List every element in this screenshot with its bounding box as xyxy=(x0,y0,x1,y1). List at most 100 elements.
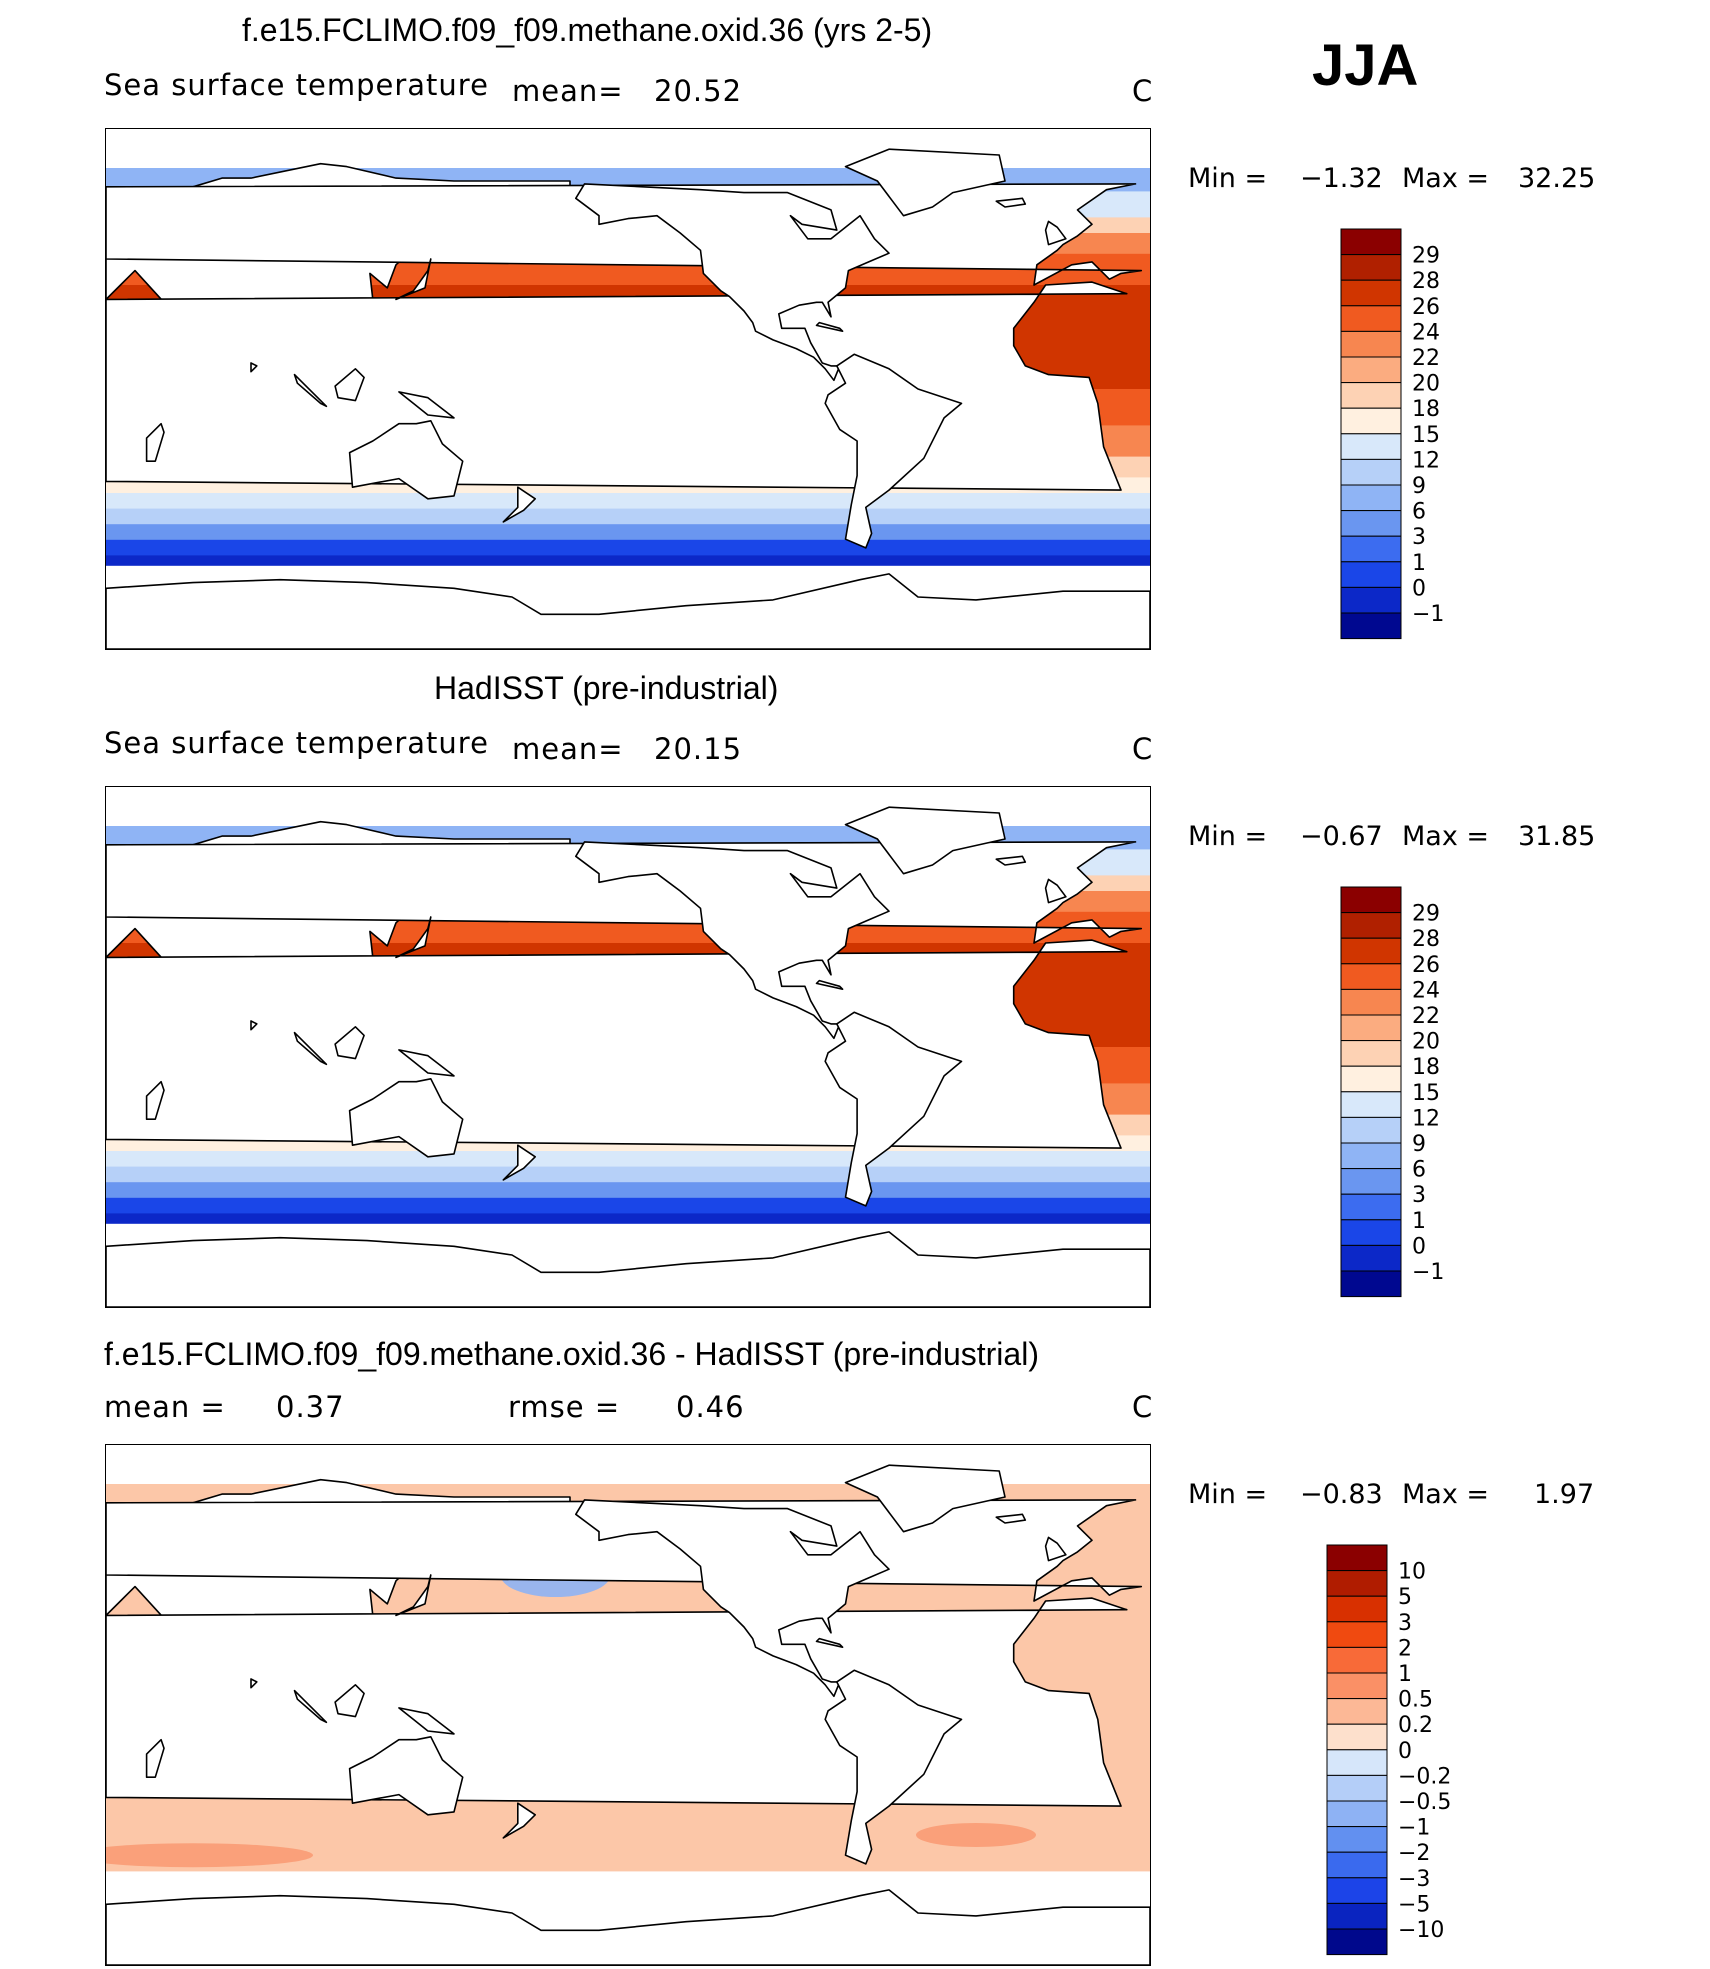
colorbar-swatch xyxy=(1326,1774,1388,1802)
panel1-colorbar: 29 28 26 24 22 20 18 15 12 9 6 3 1 0 −1 xyxy=(1340,228,1500,642)
panel2-min-value: −0.67 xyxy=(1300,821,1383,852)
land-japan xyxy=(395,916,432,959)
colorbar-tick-label: −0.5 xyxy=(1398,1790,1451,1815)
colorbar-swatch xyxy=(1340,937,1402,965)
panel3-title: f.e15.FCLIMO.f09_f09.methane.oxid.36 - H… xyxy=(104,1336,1039,1372)
land-europe_w xyxy=(106,183,1143,286)
colorbar-swatch xyxy=(1340,612,1402,640)
panel1-mean-value: 20.52 xyxy=(654,74,743,108)
colorbar-tick-label: 26 xyxy=(1412,295,1440,320)
colorbar-tick-label: −1 xyxy=(1412,1260,1444,1285)
land-japan xyxy=(395,258,432,301)
colorbar-swatch xyxy=(1326,1698,1388,1725)
colorbar-swatch xyxy=(1340,1193,1402,1221)
colorbar-tick-label: 0.2 xyxy=(1398,1713,1433,1738)
colorbar-swatch xyxy=(1326,1672,1388,1700)
colorbar-tick-label: −1 xyxy=(1412,602,1444,627)
land-namerica xyxy=(574,1499,890,1698)
colorbar-tick-label: 10 xyxy=(1398,1560,1426,1585)
colorbar-tick-label: 28 xyxy=(1412,927,1440,952)
colorbar-swatch xyxy=(1326,1723,1388,1751)
colorbar-swatch xyxy=(1340,228,1402,256)
colorbar-swatch xyxy=(1326,1851,1388,1879)
colorbar-swatch xyxy=(1326,1570,1388,1597)
land-madagascar xyxy=(145,1080,165,1121)
colorbar-tick-label: 12 xyxy=(1412,448,1440,473)
panel1-max-value: 32.25 xyxy=(1518,163,1596,194)
colorbar-swatch xyxy=(1326,1595,1388,1623)
colorbar-tick-label: 20 xyxy=(1412,372,1440,397)
colorbar-tick-label: −0.2 xyxy=(1398,1764,1451,1789)
panel1-title: f.e15.FCLIMO.f09_f09.methane.oxid.36 (yr… xyxy=(242,12,933,48)
panel1-min-value: −1.32 xyxy=(1300,163,1383,194)
colorbar-swatch xyxy=(1340,305,1402,332)
panel2-variable: Sea surface temperature xyxy=(104,726,489,760)
land-sumatra xyxy=(293,1031,328,1066)
colorbar-swatch xyxy=(1340,458,1402,486)
land-nz xyxy=(502,486,537,523)
colorbar-swatch xyxy=(1340,1040,1402,1067)
panel3-max-value: 1.97 xyxy=(1534,1479,1595,1510)
panel3-map xyxy=(105,1444,1151,1966)
colorbar-tick-label: 15 xyxy=(1412,1081,1440,1106)
land-australia xyxy=(348,419,464,500)
land-africa_w xyxy=(106,1597,1128,1807)
colorbar-swatch xyxy=(1340,586,1402,614)
colorbar-tick-label: 20 xyxy=(1412,1030,1440,1055)
colorbar-tick-label: 15 xyxy=(1412,423,1440,448)
land-greenland xyxy=(844,1464,1006,1533)
land-greenland xyxy=(844,806,1006,875)
colorbar-tick-label: −5 xyxy=(1398,1892,1430,1917)
land-europe_w xyxy=(106,841,1143,944)
panel2-max-value: 31.85 xyxy=(1518,821,1596,852)
colorbar-tick-label: −10 xyxy=(1398,1918,1444,1943)
colorbar-tick-label: 6 xyxy=(1412,1158,1426,1183)
land-cuba xyxy=(815,979,844,990)
colorbar-swatch xyxy=(1326,1928,1388,1956)
colorbar-swatch xyxy=(1340,407,1402,435)
land-japan xyxy=(395,1574,432,1617)
coastline-layer xyxy=(106,148,1150,649)
land-samerica xyxy=(824,353,963,549)
colorbar-swatch xyxy=(1340,912,1402,939)
land-antarctica xyxy=(106,1231,1150,1307)
colorbar-swatch xyxy=(1340,484,1402,512)
colorbar-swatch xyxy=(1340,382,1402,409)
colorbar-swatch xyxy=(1340,510,1402,537)
colorbar-tick-label: 24 xyxy=(1412,978,1440,1003)
colorbar-tick-label: −3 xyxy=(1398,1867,1430,1892)
colorbar-swatch xyxy=(1326,1800,1388,1828)
colorbar-tick-label: 1 xyxy=(1412,1209,1426,1234)
colorbar-tick-label: 18 xyxy=(1412,397,1440,422)
colorbar-swatch xyxy=(1340,1091,1402,1118)
colorbar-tick-label: 2 xyxy=(1398,1636,1412,1661)
panel3-mean-value: 0.37 xyxy=(276,1390,345,1424)
land-iceland xyxy=(995,1513,1027,1524)
colorbar-tick-label: 3 xyxy=(1398,1611,1412,1636)
colorbar-tick-label: 6 xyxy=(1412,500,1426,525)
colorbar-tick-label: −2 xyxy=(1398,1841,1430,1866)
panel3-min-label: Min = xyxy=(1188,1479,1268,1510)
colorbar-tick-label: 29 xyxy=(1412,244,1440,269)
colorbar-tick-label: 0.5 xyxy=(1398,1688,1433,1713)
colorbar-swatch xyxy=(1340,1270,1402,1298)
panel2-title: HadISST (pre-industrial) xyxy=(434,670,779,706)
colorbar-swatch xyxy=(1340,988,1402,1016)
land-iceland xyxy=(995,197,1027,208)
land-newguinea xyxy=(398,391,455,419)
land-uk xyxy=(1044,878,1067,904)
colorbar-swatch xyxy=(1340,535,1402,563)
colorbar-tick-label: 9 xyxy=(1412,474,1426,499)
colorbar-tick-label: 0 xyxy=(1412,576,1426,601)
land-africa_w xyxy=(106,939,1128,1149)
land-samerica xyxy=(824,1669,963,1865)
panel3-mean-label: mean = xyxy=(104,1390,226,1424)
panel2-mean-value: 20.15 xyxy=(654,732,743,766)
land-europe_w xyxy=(106,1499,1143,1602)
land-sumatra xyxy=(293,373,328,408)
colorbar-tick-label: 3 xyxy=(1412,525,1426,550)
colorbar-swatch xyxy=(1340,254,1402,281)
land-cuba xyxy=(815,1637,844,1648)
land-newguinea xyxy=(398,1049,455,1077)
colorbar-swatch xyxy=(1340,433,1402,460)
